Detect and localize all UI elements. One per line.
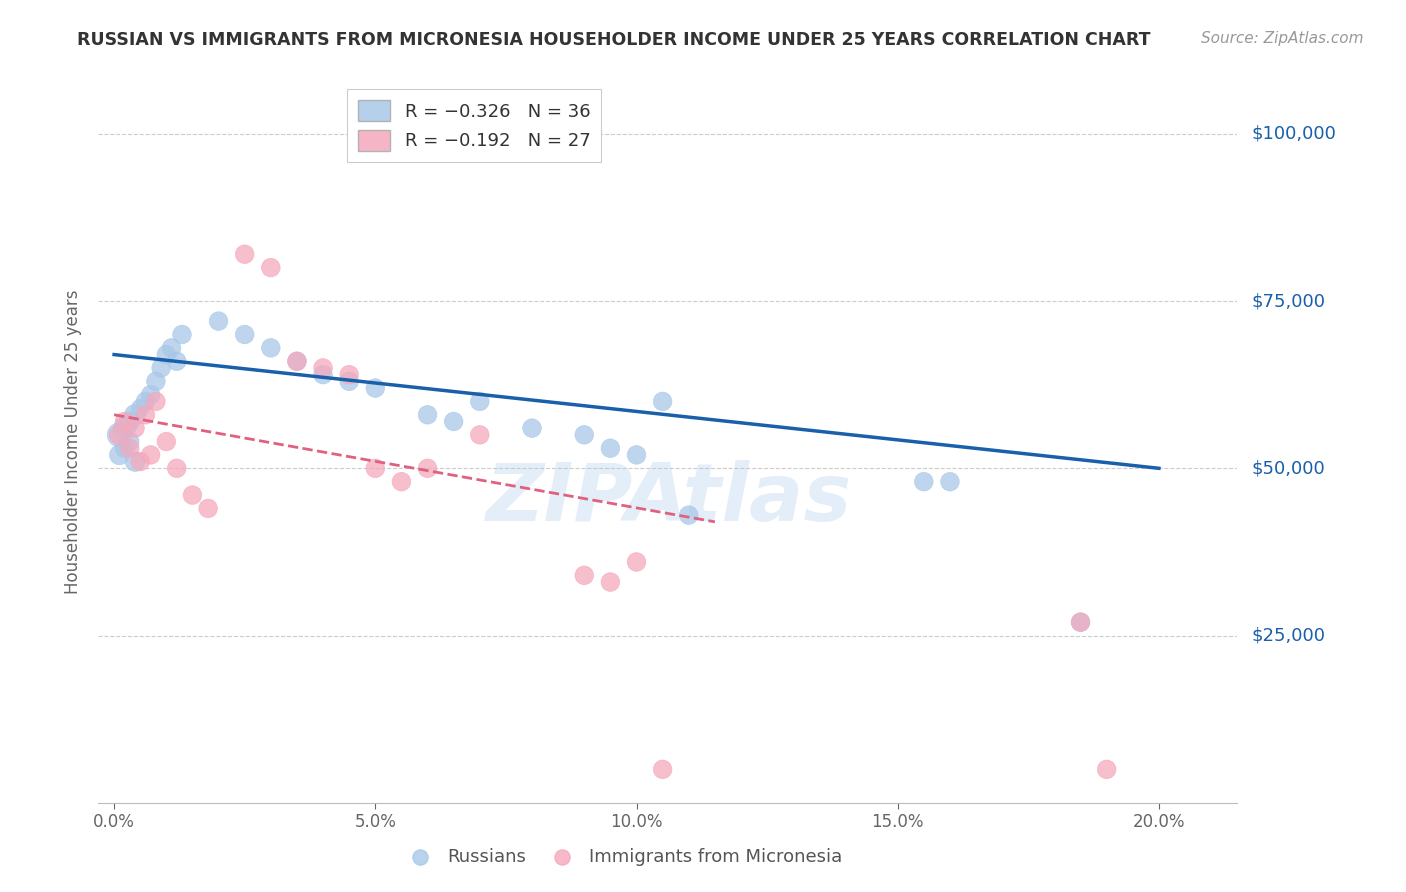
Point — [114, 421, 136, 435]
Point — [260, 260, 283, 275]
Point — [129, 401, 152, 416]
Text: Source: ZipAtlas.com: Source: ZipAtlas.com — [1201, 31, 1364, 46]
Point — [233, 327, 256, 342]
Point — [129, 454, 152, 469]
Point — [155, 348, 177, 362]
Point — [233, 247, 256, 261]
Point — [599, 441, 621, 455]
Point — [108, 427, 131, 442]
Point — [364, 381, 387, 395]
Point — [124, 408, 146, 422]
Point — [1070, 615, 1092, 630]
Text: $25,000: $25,000 — [1251, 626, 1326, 645]
Point — [124, 454, 146, 469]
Point — [108, 427, 131, 442]
Point — [285, 354, 308, 368]
Point — [312, 361, 335, 376]
Point — [337, 375, 360, 389]
Point — [160, 341, 183, 355]
Point — [124, 421, 146, 435]
Point — [114, 441, 136, 455]
Point — [207, 314, 229, 328]
Text: $75,000: $75,000 — [1251, 292, 1326, 310]
Point — [134, 408, 156, 422]
Y-axis label: Householder Income Under 25 years: Householder Income Under 25 years — [65, 289, 83, 594]
Point — [599, 575, 621, 590]
Point — [574, 427, 596, 442]
Point — [114, 414, 136, 428]
Point — [337, 368, 360, 382]
Point — [626, 448, 648, 462]
Point — [651, 762, 673, 776]
Point — [651, 394, 673, 409]
Point — [118, 414, 141, 428]
Point — [939, 475, 962, 489]
Point — [364, 461, 387, 475]
Text: RUSSIAN VS IMMIGRANTS FROM MICRONESIA HOUSEHOLDER INCOME UNDER 25 YEARS CORRELAT: RUSSIAN VS IMMIGRANTS FROM MICRONESIA HO… — [77, 31, 1152, 49]
Point — [443, 414, 465, 428]
Point — [416, 461, 439, 475]
Point — [166, 354, 188, 368]
Point — [285, 354, 308, 368]
Point — [468, 427, 491, 442]
Text: ZIPAtlas: ZIPAtlas — [485, 460, 851, 539]
Point — [134, 394, 156, 409]
Text: $50,000: $50,000 — [1251, 459, 1324, 477]
Legend: Russians, Immigrants from Micronesia: Russians, Immigrants from Micronesia — [395, 841, 849, 873]
Point — [1095, 762, 1118, 776]
Point — [181, 488, 204, 502]
Point — [678, 508, 700, 523]
Point — [170, 327, 193, 342]
Point — [155, 434, 177, 449]
Point — [197, 501, 219, 516]
Point — [391, 475, 413, 489]
Point — [626, 555, 648, 569]
Point — [912, 475, 935, 489]
Point — [118, 441, 141, 455]
Point — [139, 448, 162, 462]
Point — [416, 408, 439, 422]
Point — [150, 361, 173, 376]
Point — [260, 341, 283, 355]
Text: $100,000: $100,000 — [1251, 125, 1336, 143]
Point — [1070, 615, 1092, 630]
Point — [118, 434, 141, 449]
Point — [312, 368, 335, 382]
Point — [520, 421, 543, 435]
Point — [145, 375, 167, 389]
Point — [108, 448, 131, 462]
Point — [468, 394, 491, 409]
Point — [574, 568, 596, 582]
Point — [145, 394, 167, 409]
Point — [139, 387, 162, 401]
Point — [166, 461, 188, 475]
